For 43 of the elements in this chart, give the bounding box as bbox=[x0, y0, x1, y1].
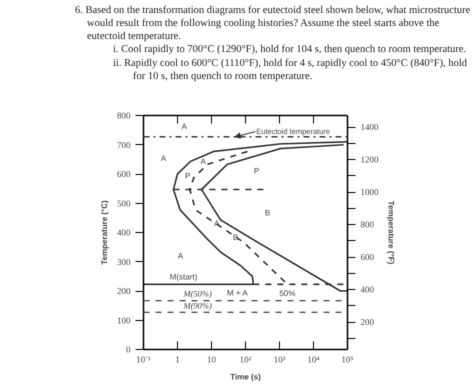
y-tick-label: 0 bbox=[126, 344, 131, 354]
text: ii. Rapidly cool to 600°C (1110°F), hold for 4 s, rapidly cool to 450°C (840°F), hold for 10 s, then quench to room temperature. bbox=[113, 58, 468, 82]
chart-title: 6. Based on the transformation diagrams for eutectoid steel shown below, what microstructure would result from the following cooling histories? Assume the steel starts above the eutectoid temperature. bbox=[75, 4, 472, 44]
y2-tick-label: 400 bbox=[360, 284, 374, 295]
y2-tick-label: 1200 bbox=[360, 154, 379, 165]
y-tick-label: 500 bbox=[117, 198, 131, 208]
y-tick-label: 200 bbox=[117, 286, 131, 296]
y-tick-label: 400 bbox=[117, 228, 131, 238]
y-tick-label: 800 bbox=[117, 110, 131, 120]
y2-tick-label: 1400 bbox=[360, 122, 379, 132]
annotation: P bbox=[254, 166, 260, 176]
y-tick-label: 100 bbox=[117, 315, 131, 326]
y-tick-label: 300 bbox=[117, 256, 131, 267]
annotation: B bbox=[264, 208, 270, 218]
annotation: A bbox=[160, 154, 167, 163]
y-axis-title: Temperature (°C) bbox=[100, 200, 109, 265]
y2-tick-label: 800 bbox=[360, 220, 374, 230]
x-tick-label: 10² bbox=[240, 354, 252, 364]
x-tick-label: 10⁵ bbox=[341, 354, 354, 364]
y2-tick-label: 200 bbox=[360, 317, 374, 328]
y2-axis-title: Temperature (°F) bbox=[386, 200, 396, 265]
annotation: 50% bbox=[279, 288, 296, 298]
x-tick-label: 10 bbox=[207, 354, 216, 364]
y-tick-label: 600 bbox=[117, 169, 131, 179]
x-tick-label: 10³ bbox=[274, 354, 286, 364]
annotation: A bbox=[178, 251, 184, 260]
y-tick-label: 700 bbox=[117, 140, 131, 150]
x-tick-label: 10⁴ bbox=[307, 354, 320, 364]
ref-line-label: M(50%) bbox=[182, 288, 212, 299]
ref-line-label: M(90%) bbox=[182, 300, 212, 310]
y2-tick-label: 600 bbox=[360, 252, 374, 262]
x-tick-label: 10⁻¹ bbox=[136, 354, 152, 364]
annotation: M + A bbox=[226, 288, 248, 298]
text: i. Cool rapidly to 700°C (1290°F), hold for 104 s, then quench to room temperature. bbox=[113, 44, 466, 56]
annotation: B bbox=[232, 232, 238, 242]
y2-tick-label: 1000 bbox=[360, 187, 379, 198]
annotation: P bbox=[185, 171, 190, 180]
annotation: A bbox=[200, 156, 207, 166]
annotation: A bbox=[182, 122, 188, 131]
x-tick-label: 1 bbox=[175, 354, 180, 364]
x-axis-title: Time (s) bbox=[230, 372, 262, 382]
annotation: A bbox=[214, 219, 220, 228]
annotation: M(start) bbox=[170, 272, 198, 282]
